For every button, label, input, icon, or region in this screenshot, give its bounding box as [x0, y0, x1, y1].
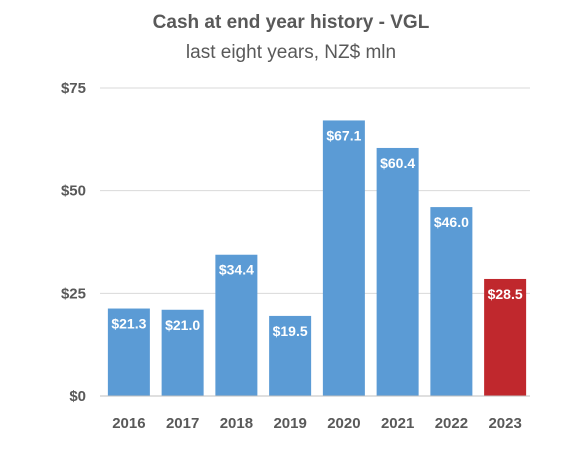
- data-label: $67.1: [326, 127, 361, 143]
- x-tick-label: 2023: [488, 415, 521, 432]
- data-label: $28.5: [488, 286, 523, 302]
- data-label: $46.0: [434, 214, 469, 230]
- bar: [322, 120, 365, 397]
- bar: [376, 147, 419, 396]
- x-tick-label: 2019: [273, 415, 306, 432]
- x-tick-label: 2022: [435, 415, 468, 432]
- x-tick-label: 2016: [112, 415, 145, 432]
- chart-subtitle: last eight years, NZ$ mln: [185, 42, 397, 63]
- bar: [430, 207, 473, 396]
- data-label: $34.4: [219, 262, 254, 278]
- chart-title: Cash at end year history - VGL: [152, 12, 430, 33]
- x-tick-label: 2018: [220, 415, 253, 432]
- bar: [269, 315, 312, 396]
- x-tick-label: 2021: [381, 415, 414, 432]
- x-tick-label: 2020: [327, 415, 360, 432]
- bar: [161, 309, 204, 396]
- x-tick-label: 2017: [166, 415, 199, 432]
- data-label: $19.5: [273, 323, 308, 339]
- y-tick-label: $0: [69, 388, 86, 405]
- data-label: $21.3: [111, 316, 146, 332]
- y-tick-label: $50: [61, 183, 86, 200]
- y-tick-label: $25: [61, 285, 86, 302]
- data-label: $21.0: [165, 317, 200, 333]
- bar: [484, 278, 527, 396]
- y-tick-label: $75: [61, 80, 86, 97]
- data-label: $60.4: [380, 155, 415, 171]
- bar: [215, 254, 258, 396]
- bar: [107, 308, 150, 396]
